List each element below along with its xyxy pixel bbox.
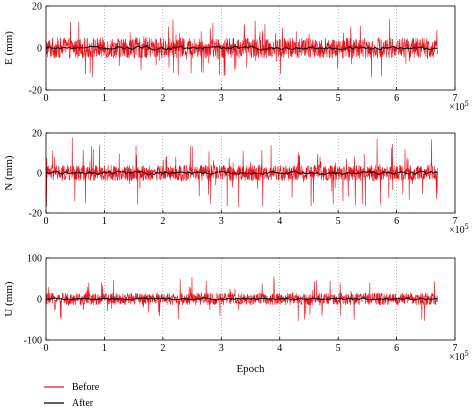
x-tick-label: 5 <box>336 343 341 354</box>
series-after-line <box>45 297 438 301</box>
y-tick-label: 100 <box>27 254 42 265</box>
y-tick-label: 20 <box>32 2 42 13</box>
x-multiplier-label: ×105 <box>449 349 469 363</box>
x-tick-label: 7 <box>453 216 458 227</box>
x-tick-label: 6 <box>394 216 399 227</box>
y-axis-label: E (mm) <box>3 31 15 65</box>
y-tick-label: 20 <box>32 129 42 140</box>
x-tick-label: 2 <box>160 216 165 227</box>
x-tick-label: 0 <box>44 343 49 354</box>
x-tick-label: 3 <box>219 216 224 227</box>
x-tick-label: 1 <box>102 343 107 354</box>
legend-label-before: Before <box>72 382 100 393</box>
series-after-line <box>45 170 438 176</box>
series-after-line <box>45 45 438 51</box>
x-tick-label: 0 <box>44 93 49 104</box>
x-axis-label: Epoch <box>236 363 265 375</box>
x-tick-label: 7 <box>453 343 458 354</box>
x-multiplier-label: ×105 <box>449 99 469 113</box>
series-before-line <box>45 137 438 208</box>
series-before-line <box>45 19 438 78</box>
y-tick-label: 0 <box>37 44 42 55</box>
y-axis-label: U (mm) <box>3 281 15 316</box>
x-tick-label: 3 <box>219 343 224 354</box>
x-tick-label: 7 <box>453 93 458 104</box>
x-tick-label: 6 <box>394 93 399 104</box>
y-tick-label: -20 <box>29 86 42 97</box>
x-tick-label: 2 <box>160 343 165 354</box>
legend-label-after: After <box>72 398 94 409</box>
y-tick-label: 0 <box>37 295 42 306</box>
x-tick-label: 1 <box>102 93 107 104</box>
x-multiplier-label: ×105 <box>449 222 469 236</box>
legend: Before After <box>44 382 100 409</box>
x-tick-label: 3 <box>219 93 224 104</box>
x-tick-label: 6 <box>394 343 399 354</box>
x-tick-label: 5 <box>336 93 341 104</box>
x-tick-label: 5 <box>336 216 341 227</box>
x-tick-label: 1 <box>102 216 107 227</box>
y-tick-label: -20 <box>29 209 42 220</box>
y-axis-label: N (mm) <box>3 155 15 190</box>
x-tick-label: 2 <box>160 93 165 104</box>
x-tick-label: 4 <box>277 93 282 104</box>
x-tick-label: 4 <box>277 343 282 354</box>
y-tick-label: -100 <box>24 336 42 347</box>
x-tick-label: 4 <box>277 216 282 227</box>
y-tick-label: 0 <box>37 169 42 180</box>
series-before-line <box>45 276 438 321</box>
x-tick-label: 0 <box>44 216 49 227</box>
